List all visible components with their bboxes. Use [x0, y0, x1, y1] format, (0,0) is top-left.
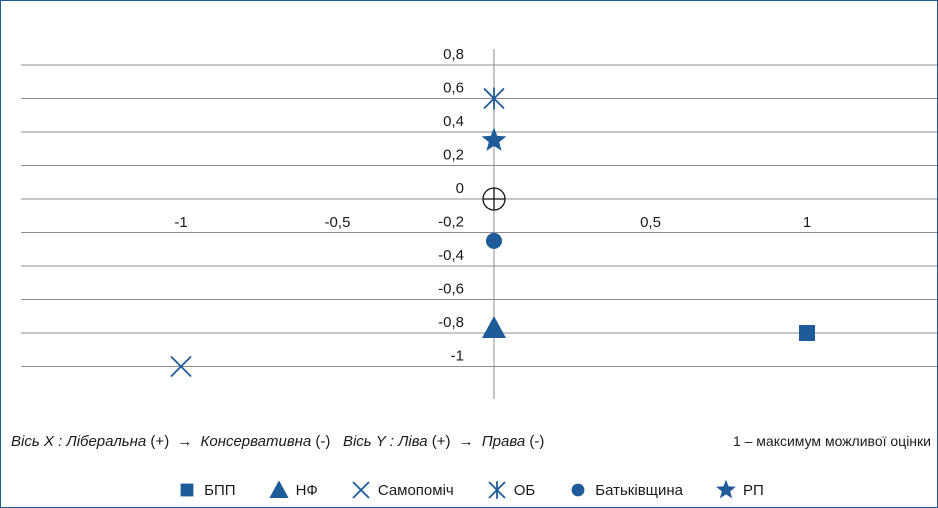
- x-axis-prefix: Вісь X :: [11, 433, 67, 450]
- y-tick-label: 0,6: [443, 80, 464, 97]
- y-tick-label: 0,2: [443, 147, 464, 164]
- x-right-sign: (-): [311, 433, 331, 450]
- legend-label: НФ: [295, 481, 318, 499]
- y-tick-label: -0,6: [438, 281, 464, 298]
- y-tick-label: -0,8: [438, 314, 464, 331]
- legend-marker: [571, 483, 585, 497]
- y-tick-label: 0: [456, 180, 464, 197]
- legend-label: БПП: [204, 481, 236, 499]
- legend-marker: [488, 481, 506, 499]
- data-point: [486, 232, 502, 249]
- data-point: [481, 127, 507, 151]
- star-icon: [716, 479, 736, 499]
- data-point: [799, 325, 815, 341]
- y-axis-prefix: Вісь Y :: [342, 433, 399, 450]
- legend-marker: [268, 480, 289, 498]
- x-left-sign: (+): [146, 433, 170, 450]
- legend-marker: [180, 483, 194, 497]
- y-right-label: Права: [481, 433, 526, 450]
- data-point: [483, 87, 505, 110]
- x-tick-label: -0,5: [325, 214, 351, 231]
- y-tick-label: 0,4: [443, 113, 464, 130]
- x-right-label: Консервативна: [200, 433, 312, 450]
- y-left-label: Ліва: [398, 433, 428, 450]
- legend-label: Батьківщина: [595, 481, 684, 499]
- y-tick-label: -0,4: [438, 247, 464, 264]
- y-left-sign: (+): [427, 433, 451, 450]
- x-left-label: Ліберальна: [66, 433, 147, 450]
- axis-caption: Вісь X : Ліберальна (+) → Консервативна …: [11, 433, 931, 450]
- y-tick-label: -1: [451, 348, 464, 365]
- arrow-icon: →: [458, 433, 474, 450]
- asterisk-icon: [488, 481, 506, 499]
- y-tick-label: -0,2: [438, 214, 464, 231]
- x-icon: [352, 481, 370, 499]
- triangle-icon: [268, 480, 289, 498]
- legend-item: БПП: [176, 479, 236, 501]
- arrow-icon: →: [177, 433, 193, 450]
- square-icon: [180, 483, 194, 497]
- legend-label: РП: [743, 481, 764, 499]
- legend-item: НФ: [268, 479, 318, 501]
- scatter-chart: 0,8 0,6 0,4 0,2 0 -0,2 -0,4 -0,6 -0,8 -1 -1 -0,5 0,5…: [21, 46, 937, 399]
- legend-item: ОБ: [486, 479, 536, 501]
- x-tick-label: 1: [803, 214, 811, 231]
- legend-item: Батьківщина: [567, 479, 683, 501]
- circle-icon: [571, 483, 585, 497]
- legend-label: Самопоміч: [377, 481, 454, 499]
- x-tick-label: -1: [174, 214, 187, 231]
- data-point: [482, 315, 506, 338]
- legend-item: РП: [715, 479, 764, 501]
- legend-label: ОБ: [513, 481, 536, 499]
- legend-marker: [352, 481, 370, 499]
- x-tick-label: 0,5: [640, 214, 661, 231]
- y-tick-label: 0,8: [443, 46, 464, 63]
- origin-marker: [482, 187, 506, 211]
- legend-marker: [716, 479, 736, 499]
- legend-item: Самопоміч: [350, 479, 454, 501]
- data-point: [170, 355, 192, 378]
- scale-note: 1 – максимум можливої оцінки: [732, 433, 931, 449]
- legend: БПП НФ Самопоміч ОБ Батьківщина РП: [1, 479, 938, 501]
- y-right-sign: (-): [525, 433, 545, 450]
